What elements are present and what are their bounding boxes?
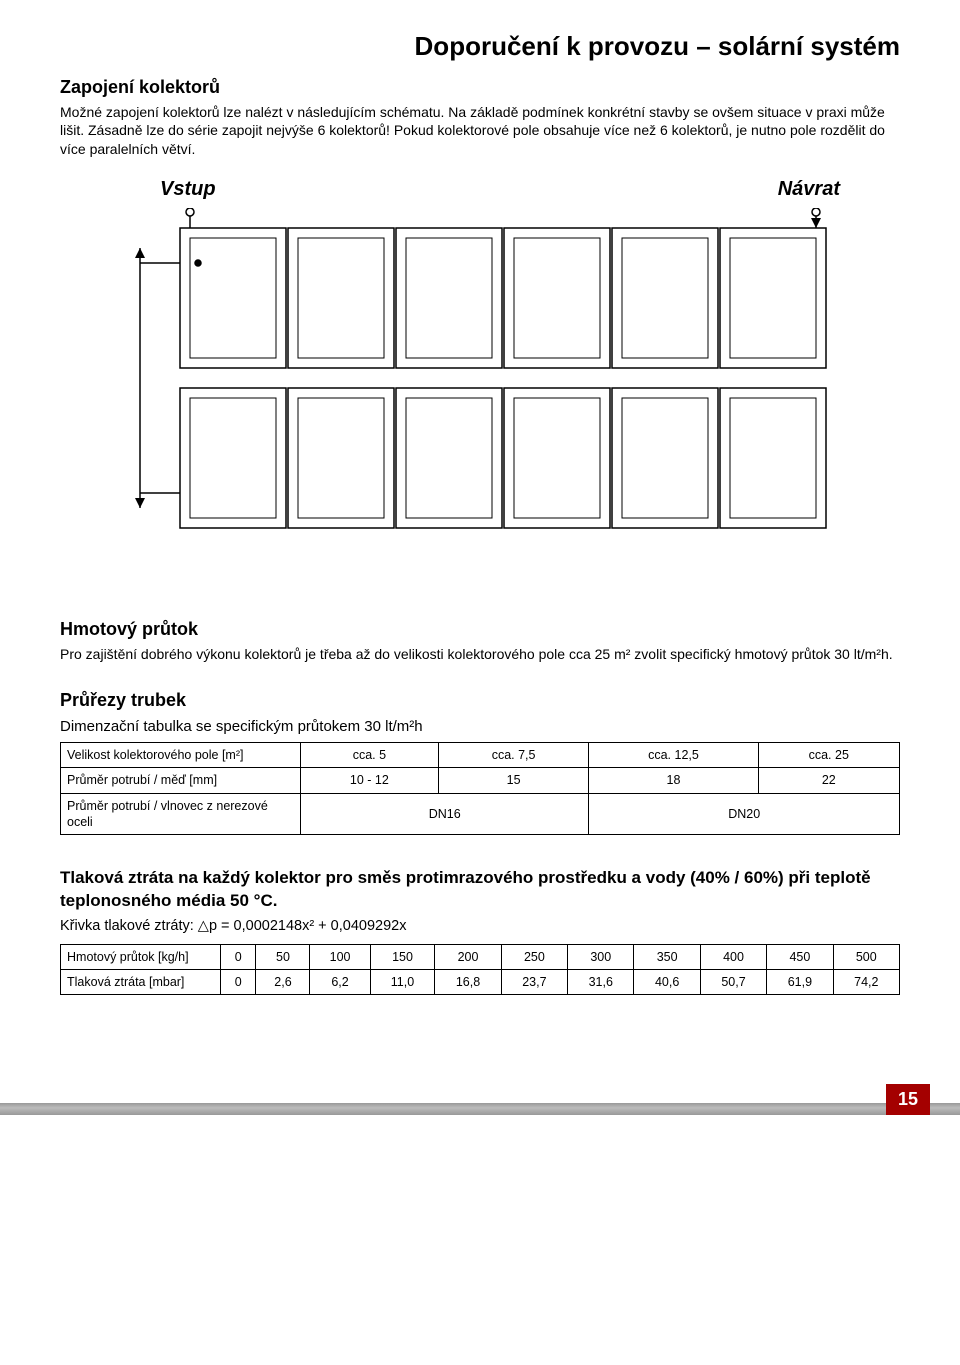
section-heading-hmotovy: Hmotový průtok [60,618,900,641]
table-row-label: Hmotový průtok [kg/h] [61,944,221,969]
page-main-title: Doporučení k provozu – solární systém [60,30,900,64]
table-cell: 0 [221,944,256,969]
table-cell: 18 [589,768,758,793]
table-cell: 400 [700,944,766,969]
table-row-label: Velikost kolektorového pole [m²] [61,743,301,768]
table-cell: 10 - 12 [301,768,439,793]
table-cell: 100 [310,944,370,969]
table-cell: 16,8 [435,970,501,995]
table-cell: cca. 25 [758,743,899,768]
diagram-svg [100,208,860,588]
table-cell: cca. 7,5 [438,743,589,768]
table-cell: cca. 5 [301,743,439,768]
table-cell: 250 [501,944,567,969]
diagram-label-input: Vstup [160,176,216,202]
table-cell: 2,6 [256,970,310,995]
table-cell: 22 [758,768,899,793]
table-cell: 0 [221,970,256,995]
table-cell: 150 [370,944,435,969]
table-cell: 500 [833,944,899,969]
table-cell: 300 [568,944,634,969]
table-cell: 6,2 [310,970,370,995]
table-cell: cca. 12,5 [589,743,758,768]
table-cell: 40,6 [634,970,700,995]
table-cell: DN20 [589,793,900,835]
page-footer: 15 [60,1085,900,1115]
section3-subheading: Dimenzační tabulka se specifickým průtok… [60,717,900,737]
table-cell: 15 [438,768,589,793]
table-cell: 74,2 [833,970,899,995]
table-row-label: Průměr potrubí / měď [mm] [61,768,301,793]
pressure-curve-formula: Křivka tlakové ztráty: △p = 0,0002148x² … [60,917,900,936]
diagram-svg-container [100,208,860,588]
table-cell: 61,9 [767,970,833,995]
section2-text: Pro zajištění dobrého výkonu kolektorů j… [60,645,900,663]
dimension-table: Velikost kolektorového pole [m²]cca. 5cc… [60,742,900,835]
table-cell: DN16 [301,793,589,835]
section-heading-zapojeni: Zapojení kolektorů [60,76,900,99]
table-cell: 50,7 [700,970,766,995]
table-cell: 200 [435,944,501,969]
diagram-label-return: Návrat [778,176,840,202]
footer-bar [0,1103,960,1115]
table-cell: 23,7 [501,970,567,995]
table-cell: 50 [256,944,310,969]
table-cell: 31,6 [568,970,634,995]
table-cell: 450 [767,944,833,969]
table-cell: 350 [634,944,700,969]
table-row-label: Tlaková ztráta [mbar] [61,970,221,995]
table-cell: 11,0 [370,970,435,995]
section-heading-prurezy: Průřezy trubek [60,689,900,712]
table-row-label: Průměr potrubí / vlnovec z nerezové ocel… [61,793,301,835]
section1-text: Možné zapojení kolektorů lze nalézt v ná… [60,103,900,158]
collector-diagram: Vstup Návrat [100,176,860,588]
section-heading-tlakova: Tlaková ztráta na každý kolektor pro smě… [60,867,900,913]
page-number: 15 [886,1084,930,1115]
pressure-loss-table: Hmotový průtok [kg/h]0501001502002503003… [60,944,900,996]
